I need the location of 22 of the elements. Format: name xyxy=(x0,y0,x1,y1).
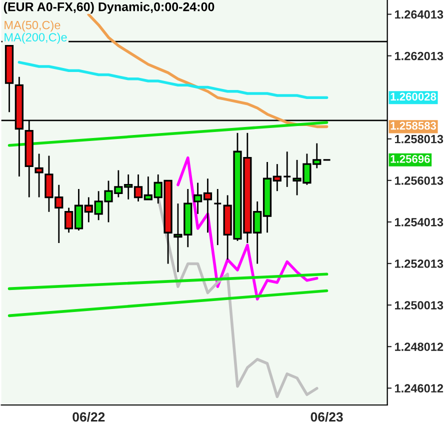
y-tick-label: 1.256013 xyxy=(395,176,444,185)
y-tick-label: 1.250013 xyxy=(395,301,444,310)
y-tick-label: 1.246012 xyxy=(395,384,444,393)
y-tick-label: 1.258013 xyxy=(395,134,444,144)
text: MA(50,C)e xyxy=(4,20,60,32)
candlestick xyxy=(282,150,292,188)
y-tick-label: 1.262013 xyxy=(395,52,444,60)
y-tick-label: 1.248012 xyxy=(395,342,444,351)
candlestick xyxy=(34,152,44,198)
text: 1.25696 xyxy=(390,155,430,163)
y-tick-label: 1.254013 xyxy=(395,218,444,226)
chart-title: (EUR A0-FX,60) Dynamic,0:00-24:00 xyxy=(4,2,214,14)
series-label: MA(200,C)e xyxy=(4,32,67,44)
text: 1.258583 xyxy=(390,122,436,130)
candlestick xyxy=(213,188,222,246)
line-series xyxy=(176,156,318,300)
x-tick-label: 06/22 xyxy=(72,412,105,422)
y-tick-label: 1.264013 xyxy=(395,10,444,19)
line-series xyxy=(18,60,328,100)
text: 1.260028 xyxy=(390,92,436,101)
y-tick-label: 1.252013 xyxy=(395,260,444,268)
x-tick-label: 06/23 xyxy=(310,412,343,422)
